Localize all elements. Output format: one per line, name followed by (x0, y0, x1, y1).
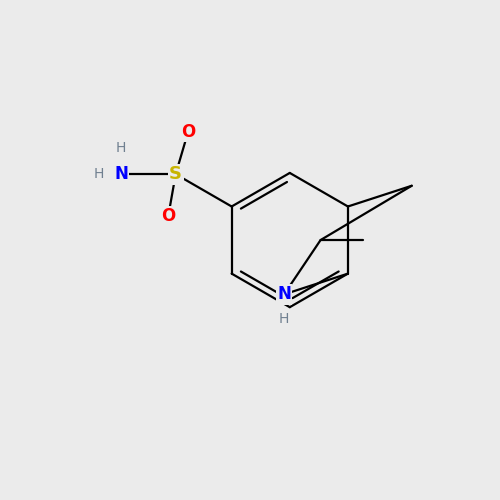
Text: N: N (114, 165, 128, 183)
Text: O: O (181, 123, 195, 141)
Text: H: H (94, 167, 104, 181)
Text: N: N (277, 286, 291, 304)
Text: H: H (279, 312, 289, 326)
Text: H: H (116, 142, 126, 156)
Text: S: S (169, 165, 182, 183)
Text: O: O (161, 208, 176, 226)
